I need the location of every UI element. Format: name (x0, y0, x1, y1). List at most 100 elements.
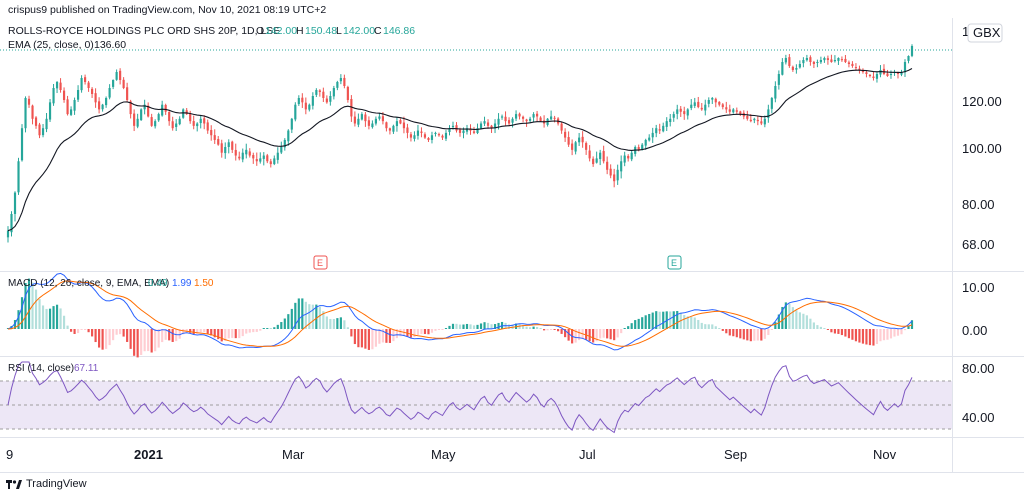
macd-histogram-bar (795, 310, 798, 329)
macd-histogram-bar (648, 313, 651, 329)
macd-histogram-bar (595, 329, 598, 342)
candle-body (704, 104, 707, 111)
macd-histogram-bar (126, 329, 129, 342)
macd-histogram-bar (623, 328, 626, 329)
candle-body (826, 58, 829, 60)
candle-body (535, 113, 539, 117)
candle-body (367, 120, 370, 126)
macd-tick-10: 10.00 (962, 280, 995, 295)
macd-histogram-bar (599, 329, 602, 339)
candle-body (234, 149, 237, 156)
macd-histogram-bar (535, 326, 539, 329)
currency-badge[interactable] (967, 23, 1003, 43)
candle-body (658, 129, 661, 131)
macd-histogram-bar (676, 310, 679, 329)
price-tick-120: 120.00 (962, 94, 1002, 109)
macd-histogram-bar (697, 319, 700, 329)
macd-histogram-bar (476, 324, 479, 329)
candle-body (329, 96, 332, 102)
candle-body (395, 121, 399, 127)
candle-body (290, 118, 293, 130)
candle-body (48, 102, 52, 120)
macd-histogram-bar (837, 329, 840, 334)
candle-body (441, 135, 444, 138)
x-tick-jul: Jul (579, 447, 596, 462)
macd-histogram-bar (714, 326, 717, 329)
macd-histogram-bar (539, 328, 542, 329)
macd-histogram-bar (322, 311, 325, 329)
candle-body (83, 77, 87, 82)
candle-body (805, 58, 808, 61)
candle-body (301, 97, 304, 103)
macd-histogram-bar (711, 324, 714, 329)
macd-histogram-bar (900, 329, 903, 335)
earnings-marker-red[interactable]: E (313, 255, 328, 270)
macd-histogram-bar (108, 329, 111, 346)
macd-histogram-bar (423, 329, 427, 335)
candle-body (434, 132, 437, 135)
macd-histogram-bar (154, 329, 157, 352)
candle-body (161, 104, 164, 116)
macd-value-hist: 0.49 (148, 278, 168, 289)
candle-body (399, 120, 402, 124)
symbol-title: ROLLS-ROYCE HOLDINGS PLC ORD SHS 20P, 1D… (8, 25, 280, 37)
candle-body (707, 100, 710, 104)
macd-histogram-bar (448, 325, 451, 329)
macd-histogram-bar (178, 329, 181, 339)
price-tick-80: 80.00 (962, 197, 995, 212)
macd-histogram-bar (879, 329, 882, 342)
macd-histogram-bar (297, 298, 300, 329)
macd-histogram-bar (69, 329, 73, 332)
macd-histogram-bar (746, 329, 749, 341)
macd-histogram-bar (224, 329, 227, 341)
candle-body (539, 117, 542, 122)
macd-histogram-bar (157, 329, 160, 348)
candle-body (119, 70, 122, 80)
candle-body (126, 87, 129, 100)
candle-body (514, 114, 518, 119)
candle-body (784, 58, 787, 63)
macd-histogram-bar (353, 329, 356, 345)
candle-body (693, 102, 696, 106)
candle-body (437, 134, 441, 136)
macd-histogram-bar (161, 329, 164, 343)
candle-body (392, 125, 395, 132)
candle-body (220, 143, 223, 153)
candle-body (350, 98, 353, 117)
macd-histogram-bar (308, 304, 311, 329)
candle-body (553, 117, 556, 119)
macd-histogram-bar (683, 315, 686, 329)
macd-histogram-bar (388, 329, 392, 343)
macd-histogram-bar (217, 329, 220, 340)
macd-axis: 10.00 0.00 (962, 280, 995, 338)
macd-histogram-bar (875, 329, 879, 344)
candle-body (262, 155, 265, 159)
macd-histogram-bar (374, 329, 377, 347)
macd-histogram-bar (192, 329, 195, 335)
macd-histogram-bar (276, 324, 279, 329)
candle-body (837, 58, 840, 61)
candle-body (157, 114, 160, 121)
macd-histogram-bar (245, 329, 248, 334)
candle-body (602, 151, 605, 162)
macd-histogram-bar (847, 329, 851, 339)
macd-histogram-bar (364, 329, 367, 349)
candle-body (164, 104, 167, 112)
candle-body (896, 72, 900, 74)
macd-histogram-bar (833, 329, 837, 334)
macd-histogram-bar (311, 304, 314, 329)
candle-body (592, 158, 595, 165)
candle-body (168, 111, 171, 122)
candle-body (840, 59, 844, 61)
candle-body (483, 121, 486, 124)
candle-body (875, 74, 879, 79)
candle-body (809, 57, 812, 62)
macd-histogram-bar (255, 329, 258, 332)
macd-histogram-bar (434, 329, 437, 331)
macd-histogram-bar (700, 322, 703, 329)
candle-body (6, 230, 10, 238)
candle-body (147, 105, 150, 117)
macd-histogram-bar (143, 329, 146, 352)
earnings-marker-green[interactable]: E (667, 255, 682, 270)
macd-histogram-bar (606, 329, 609, 339)
